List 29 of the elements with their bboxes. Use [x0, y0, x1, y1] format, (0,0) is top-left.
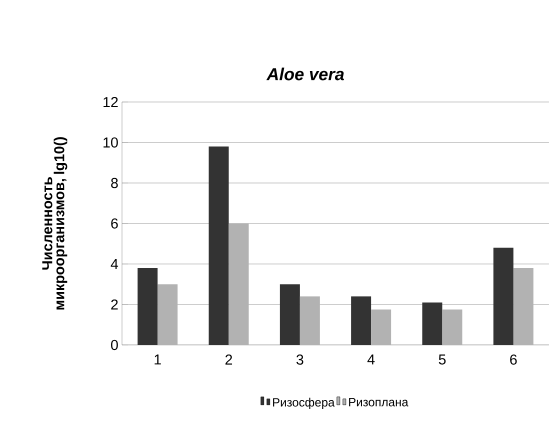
bar [228, 223, 249, 345]
x-tick-label: 1 [154, 354, 161, 364]
y-tick-label: 4 [110, 259, 118, 269]
bar [422, 302, 442, 345]
bar [138, 268, 158, 345]
legend-label: Ризоплана [349, 398, 408, 406]
x-tick-label: 3 [296, 354, 304, 365]
y-tick-label: 10 [104, 137, 118, 148]
x-tick-label: 5 [438, 354, 446, 365]
chart-title: Aloe vera [266, 68, 344, 80]
bar [493, 248, 514, 345]
y-axis-title: Численность микроорганизмов, lg10() [42, 137, 68, 310]
legend-label: Ризосфера [273, 398, 335, 409]
bar [158, 284, 178, 345]
bar [300, 296, 320, 345]
x-tick-label: 2 [225, 354, 232, 365]
bar [351, 296, 372, 345]
bar [208, 146, 229, 345]
y-tick-label: 6 [111, 218, 118, 229]
bar [442, 310, 462, 345]
y-tick-label: 0 [111, 340, 118, 350]
y-tick-label: 2 [111, 299, 118, 310]
x-tick-label: 4 [367, 354, 375, 364]
y-tick-label: 8 [111, 178, 118, 188]
y-tick-label: 12 [104, 96, 118, 108]
bar [280, 284, 300, 345]
x-tick-label: 6 [510, 354, 517, 365]
bar [371, 310, 392, 345]
bar [513, 268, 534, 345]
